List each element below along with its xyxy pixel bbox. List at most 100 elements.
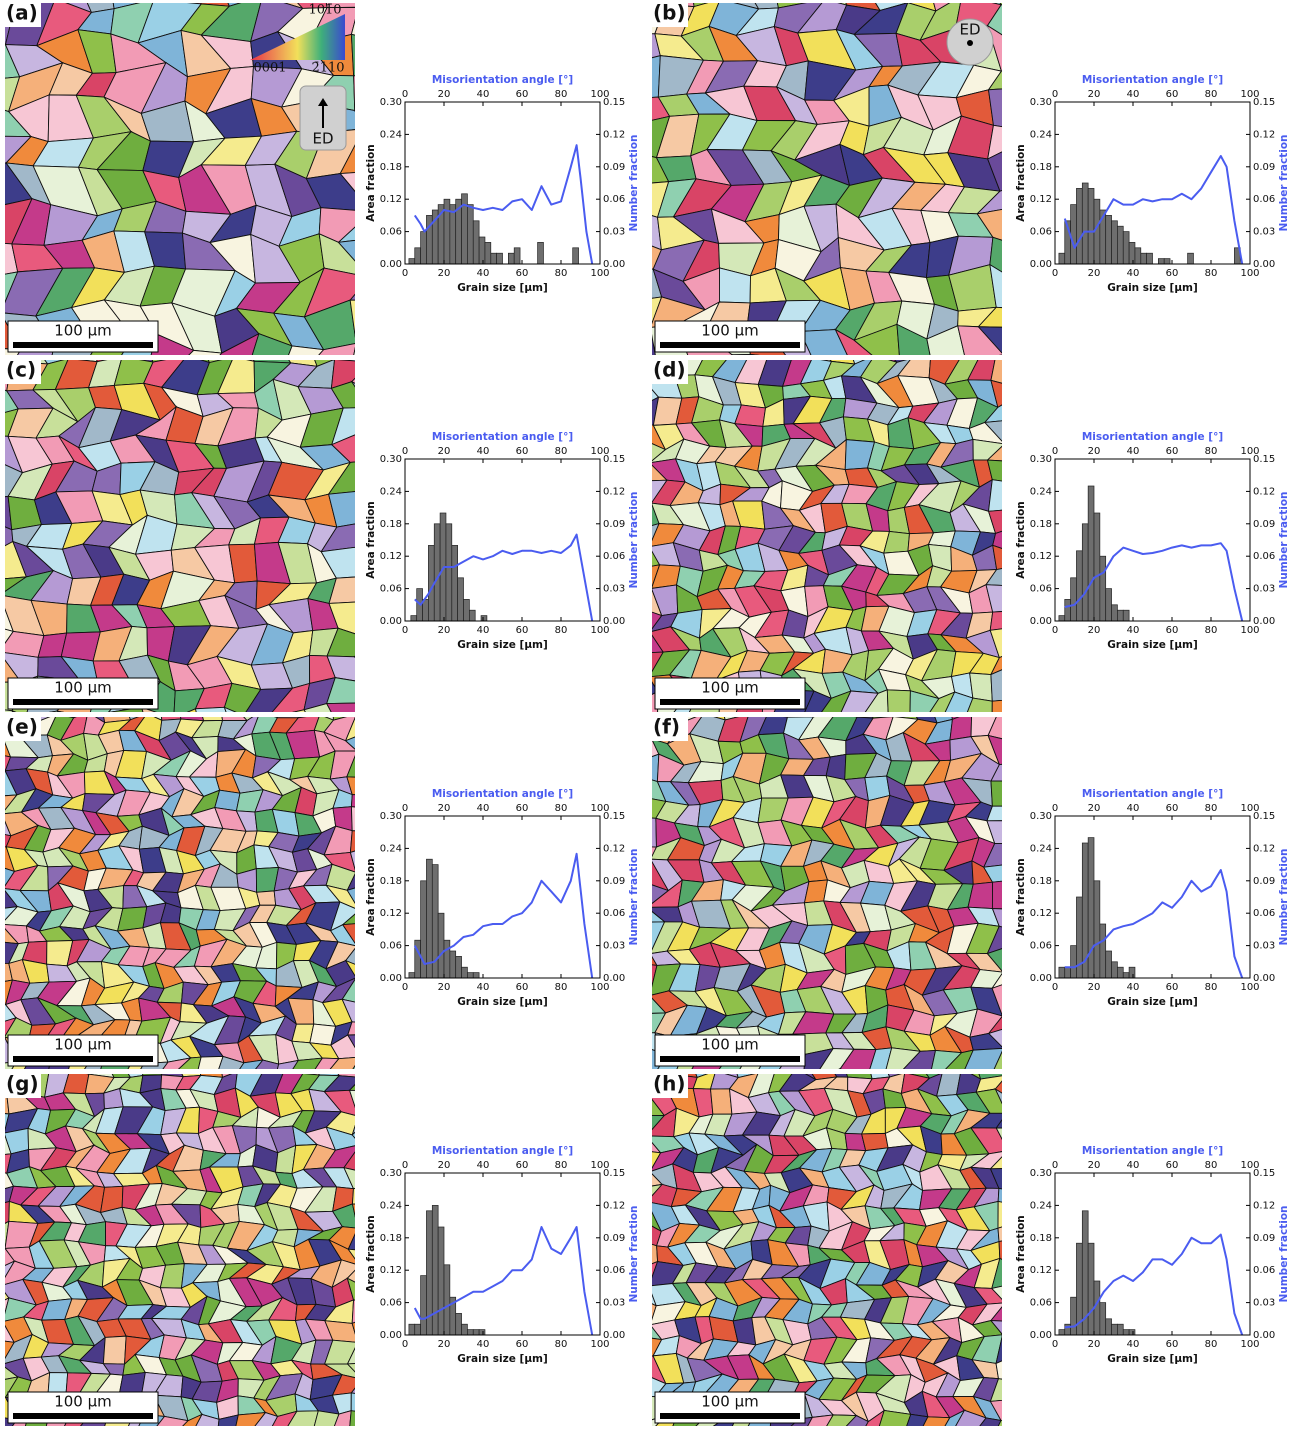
- bar: [467, 205, 473, 264]
- bar: [458, 578, 464, 621]
- bar: [1129, 1330, 1135, 1335]
- x2-tick-label: 40: [477, 1160, 490, 1171]
- y2-tick-label: 0.15: [603, 454, 625, 465]
- bar: [1106, 215, 1112, 264]
- x-tick-label: 60: [516, 1339, 529, 1350]
- y-tick-label: 0.06: [380, 1298, 402, 1309]
- x2-tick-label: 80: [555, 89, 568, 100]
- bar: [421, 1276, 427, 1335]
- bar: [450, 951, 456, 978]
- x2-tick-label: 80: [555, 1160, 568, 1171]
- x-tick-label: 40: [1127, 625, 1140, 636]
- bar: [426, 859, 432, 978]
- y-tick-label: 0.00: [1030, 973, 1052, 984]
- x2-tick-label: 80: [1205, 803, 1218, 814]
- x-tick-label: 60: [1166, 1339, 1179, 1350]
- x-tick-label: 20: [438, 625, 451, 636]
- x2-tick-label: 0: [402, 446, 408, 457]
- bar: [1135, 248, 1141, 264]
- y-tick-label: 0.30: [1030, 1168, 1052, 1179]
- x2-axis-label: Misorientation angle [°]: [1082, 1145, 1223, 1157]
- x-tick-label: 20: [1088, 268, 1101, 279]
- ed-label: ED: [959, 21, 980, 39]
- x2-tick-label: 40: [1127, 1160, 1140, 1171]
- x-tick-label: 20: [438, 268, 451, 279]
- panel-label: (d): [653, 358, 686, 382]
- x2-tick-label: 40: [1127, 446, 1140, 457]
- x-tick-label: 60: [1166, 268, 1179, 279]
- x-tick-label: 0: [402, 982, 408, 993]
- grain: [711, 1089, 732, 1114]
- x2-tick-label: 0: [1052, 1160, 1058, 1171]
- bar: [1088, 486, 1094, 621]
- bar: [444, 1265, 450, 1335]
- scale-bar-label: 100 µm: [54, 679, 112, 697]
- y2-tick-label: 0.03: [603, 941, 625, 952]
- x2-tick-label: 40: [477, 803, 490, 814]
- x2-tick-label: 0: [1052, 446, 1058, 457]
- y2-tick-label: 0.12: [603, 1200, 625, 1211]
- x-tick-label: 40: [477, 1339, 490, 1350]
- y-tick-label: 0.00: [380, 973, 402, 984]
- bar: [1100, 924, 1106, 978]
- x2-tick-label: 0: [402, 803, 408, 814]
- grain-map: 100 µm(d): [625, 333, 1044, 744]
- scale-bar-label: 100 µm: [701, 1036, 759, 1054]
- y-tick-label: 0.06: [1030, 941, 1052, 952]
- x-tick-label: 0: [1052, 1339, 1058, 1350]
- bar: [538, 242, 544, 264]
- bar: [446, 524, 452, 621]
- x-tick-label: 80: [555, 268, 568, 279]
- x-tick-label: 40: [1127, 982, 1140, 993]
- y2-tick-label: 0.00: [603, 259, 625, 270]
- y-tick-label: 0.24: [1030, 843, 1052, 854]
- bar: [467, 1330, 473, 1335]
- x2-tick-label: 80: [555, 803, 568, 814]
- y-axis-label: Area fraction: [365, 1215, 377, 1293]
- bar: [1065, 599, 1071, 621]
- bar: [1112, 605, 1118, 621]
- scale-bar: [660, 342, 800, 348]
- y-tick-label: 0.18: [1030, 519, 1052, 530]
- bar: [1059, 1330, 1065, 1335]
- y2-tick-label: 0.00: [1253, 259, 1275, 270]
- x-tick-label: 80: [555, 1339, 568, 1350]
- y2-tick-label: 0.09: [1253, 519, 1275, 530]
- scale-bar-label: 100 µm: [54, 322, 112, 340]
- bar: [1065, 1324, 1071, 1335]
- bar: [438, 913, 444, 978]
- bar: [1088, 188, 1094, 264]
- bar: [1076, 188, 1082, 264]
- y2-tick-label: 0.09: [603, 1233, 625, 1244]
- y2-axis-label: Number fraction: [1278, 848, 1290, 945]
- y2-axis-label: Number fraction: [1278, 491, 1290, 588]
- y-axis-label: Area fraction: [1015, 501, 1027, 579]
- grain-map: 100 µm(g): [0, 1049, 395, 1433]
- bar: [1088, 1243, 1094, 1335]
- bar: [479, 1330, 485, 1335]
- x2-tick-label: 60: [1166, 803, 1179, 814]
- bar: [432, 1205, 438, 1335]
- x2-tick-label: 40: [477, 89, 490, 100]
- x-tick-label: 0: [1052, 982, 1058, 993]
- y2-tick-label: 0.09: [1253, 876, 1275, 887]
- y2-tick-label: 0.06: [603, 194, 625, 205]
- scale-bar: [660, 1056, 800, 1062]
- y-tick-label: 0.30: [380, 97, 402, 108]
- bar: [481, 616, 487, 621]
- bar: [1188, 253, 1194, 264]
- grain: [118, 907, 147, 931]
- panel-label: (b): [653, 1, 686, 25]
- bar: [464, 599, 470, 621]
- bar: [452, 545, 458, 621]
- x-tick-label: 80: [555, 982, 568, 993]
- y-tick-label: 0.00: [380, 1330, 402, 1341]
- y-axis-label: Area fraction: [1015, 1215, 1027, 1293]
- bar: [450, 205, 456, 264]
- bar: [1094, 881, 1100, 978]
- bar: [1123, 610, 1129, 621]
- y2-tick-label: 0.09: [1253, 1233, 1275, 1244]
- bar: [415, 1324, 421, 1335]
- x-tick-label: 40: [1127, 1339, 1140, 1350]
